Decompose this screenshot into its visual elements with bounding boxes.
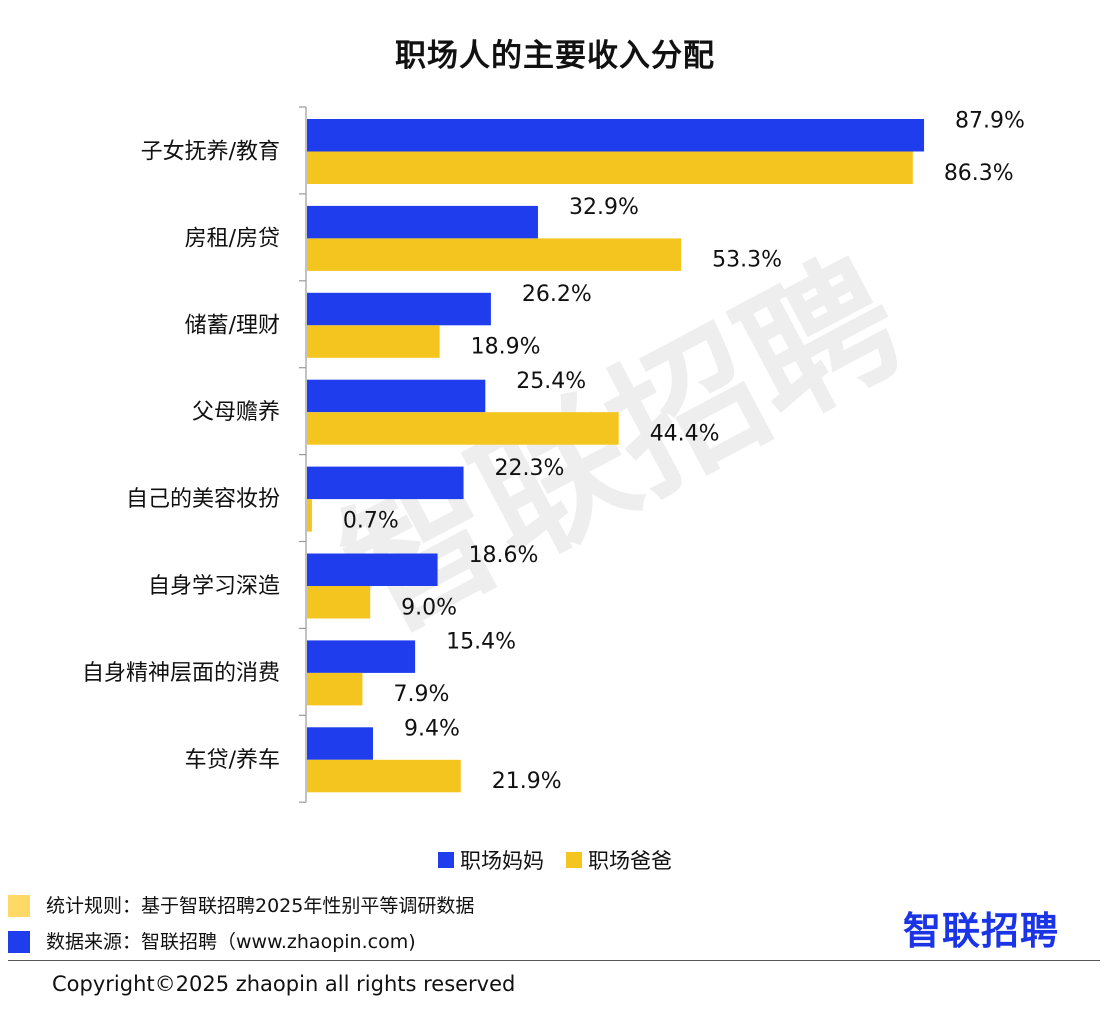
note-rule: 统计规则：基于智联招聘2025年性别平等调研数据 <box>8 888 474 924</box>
data-label-dad: 53.3% <box>712 248 782 273</box>
bar-dad <box>307 586 371 619</box>
bar-dad <box>307 412 619 445</box>
data-label-dad: 0.7% <box>343 508 399 533</box>
bar-mom <box>307 466 464 500</box>
bar-mom <box>307 640 416 673</box>
data-label-mom: 18.6% <box>469 543 539 568</box>
note-rule-swatch <box>8 895 30 917</box>
data-label-dad: 21.9% <box>492 769 562 794</box>
legend: 职场妈妈 职场爸爸 <box>0 845 1110 875</box>
bar-dad <box>307 672 363 706</box>
bar-mom <box>307 727 373 760</box>
category-label: 自身学习深造 <box>148 574 280 599</box>
legend-swatch-dad <box>566 852 582 868</box>
chart-title: 职场人的主要收入分配 <box>395 38 715 74</box>
data-label-dad: 9.0% <box>401 595 457 620</box>
bar-dad <box>307 238 682 271</box>
legend-label-dad: 职场爸爸 <box>588 849 672 873</box>
category-label: 车贷/养车 <box>185 748 280 773</box>
data-label-dad: 7.9% <box>393 682 449 707</box>
bar-chart: 子女抚养/教育 87.9% 86.3% 房租/房贷 32.9% 53.3% 储蓄/理财 26.… <box>82 106 1025 803</box>
data-label-dad: 86.3% <box>944 161 1014 186</box>
category-label: 房租/房贷 <box>185 226 280 251</box>
note-source-text: 数据来源：智联招聘（www.zhaopin.com) <box>46 931 416 953</box>
data-label-dad: 18.9% <box>471 335 541 360</box>
category-label: 父母赡养 <box>192 400 280 425</box>
bar-mom <box>307 553 438 586</box>
zhaopin-logo: 智联招聘 <box>903 909 1060 953</box>
note-source: 数据来源：智联招聘（www.zhaopin.com) <box>8 924 474 960</box>
category-label: 自身精神层面的消费 <box>82 661 280 686</box>
data-label-mom: 25.4% <box>516 369 586 394</box>
bar-mom <box>307 205 538 239</box>
footnotes: 统计规则：基于智联招聘2025年性别平等调研数据 数据来源：智联招聘（www.z… <box>8 888 474 960</box>
data-label-mom: 9.4% <box>404 717 460 742</box>
data-label-mom: 15.4% <box>446 630 516 655</box>
bar-mom <box>307 379 486 413</box>
note-source-swatch <box>8 931 30 953</box>
footer-divider <box>8 960 1100 961</box>
bar-mom <box>307 119 925 152</box>
bar-dad <box>307 151 913 184</box>
note-rule-text: 统计规则：基于智联招聘2025年性别平等调研数据 <box>46 895 475 917</box>
category-label: 子女抚养/教育 <box>141 139 280 164</box>
copyright-text: Copyright©2025 zhaopin all rights reserv… <box>52 972 516 996</box>
bar-dad <box>307 325 440 358</box>
data-label-mom: 22.3% <box>495 456 565 481</box>
data-label-mom: 26.2% <box>522 282 592 307</box>
category-label: 储蓄/理财 <box>185 313 280 338</box>
legend-item-mom: 职场妈妈 <box>438 845 544 875</box>
bar-dad <box>307 759 461 793</box>
data-label-mom: 32.9% <box>569 195 639 220</box>
category-label: 自己的美容妆扮 <box>126 487 280 512</box>
legend-label-mom: 职场妈妈 <box>460 849 544 873</box>
data-label-mom: 87.9% <box>955 108 1025 133</box>
legend-swatch-mom <box>438 852 454 868</box>
legend-item-dad: 职场爸爸 <box>566 845 672 875</box>
data-label-dad: 44.4% <box>650 421 720 446</box>
bar-mom <box>307 292 491 326</box>
bar-dad <box>307 499 312 532</box>
